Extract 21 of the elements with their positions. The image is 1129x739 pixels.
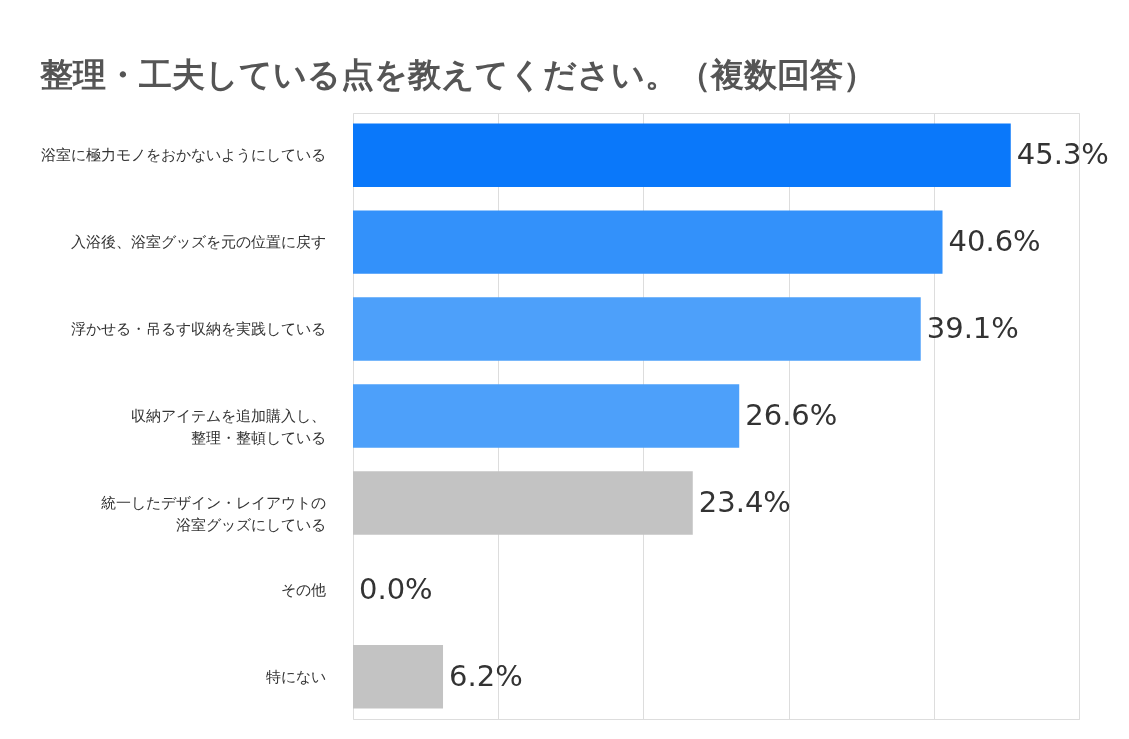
bar: [353, 123, 1011, 187]
bar: [353, 210, 943, 274]
data-label: 39.1%: [926, 311, 1019, 346]
data-label: 26.6%: [745, 398, 838, 432]
y-tick-label: 特にない: [265, 667, 326, 686]
data-label: 0.0%: [359, 571, 433, 606]
bar: [353, 384, 740, 448]
y-tick-label: 入浴後、浴室グッズを元の位置に戻す: [70, 233, 326, 252]
data-label: 45.3%: [1016, 137, 1109, 172]
bar: [353, 297, 921, 361]
y-tick-label: 浮かせる・吊るす収納を実践している: [70, 320, 326, 339]
data-label: 6.2%: [449, 658, 523, 693]
y-tick-label: 統一したデザイン・レイアウトの浴室グッズにしている: [100, 493, 326, 534]
bar: [353, 471, 693, 535]
data-label: 23.4%: [698, 484, 791, 519]
data-label: 40.6%: [948, 224, 1041, 259]
chart-title: 整理・工夫している点を教えてください。（複数回答）: [39, 55, 876, 94]
y-tick-label: 浴室に極力モノをおかないようにしている: [40, 146, 326, 165]
bar: [353, 645, 444, 709]
y-tick-label: その他: [280, 580, 326, 599]
y-tick-label: 収納アイテムを追加購入し、整理・整頓している: [130, 407, 326, 447]
